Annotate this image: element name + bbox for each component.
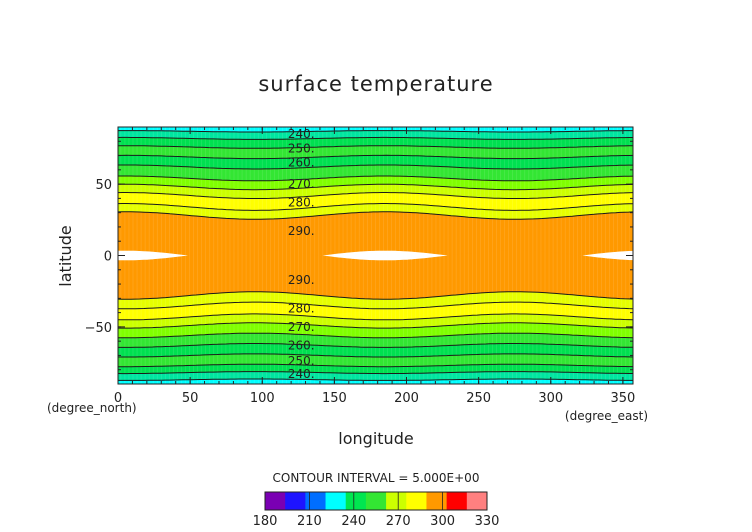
- colorbar-tick-label: 300: [430, 514, 455, 529]
- x-tick-label: 50: [182, 391, 199, 406]
- x-tick-label: 0: [114, 391, 122, 406]
- contour-label: 250.: [288, 354, 315, 368]
- colorbar-swatch: [466, 492, 488, 510]
- y-tick-label: −50: [85, 321, 112, 336]
- colorbar-swatch: [285, 492, 306, 510]
- contour-label: 250.: [288, 141, 315, 155]
- colorbar-tick-label: 330: [475, 514, 500, 529]
- x-tick-label: 300: [538, 391, 563, 406]
- colorbar-swatch: [345, 492, 367, 510]
- colorbar-swatch: [406, 492, 427, 510]
- contour-line: [118, 145, 633, 149]
- bands-group: [118, 127, 633, 384]
- colorbar-swatch: [426, 492, 448, 510]
- contour-line: [118, 203, 633, 211]
- contour-line: [118, 322, 633, 329]
- contour-line: [118, 211, 633, 220]
- y-unit-label: (degree_north): [47, 401, 137, 415]
- x-tick-label: 150: [322, 391, 347, 406]
- contour-interval-text: CONTOUR INTERVAL = 5.000E+00: [273, 471, 480, 485]
- contour-line: [118, 130, 633, 133]
- colorbar-swatch: [305, 492, 327, 510]
- contour-line: [118, 371, 633, 375]
- x-tick-label: 350: [610, 391, 635, 406]
- contour-label: 280.: [288, 196, 315, 210]
- contour-line: [118, 301, 633, 310]
- contour-label: 240.: [288, 127, 315, 141]
- x-axis-label: longitude: [338, 429, 413, 448]
- contour-line: [118, 313, 633, 321]
- y-tick-label: 0: [104, 250, 112, 265]
- colorbar-swatch: [325, 492, 347, 510]
- colorbar-swatch: [386, 492, 407, 510]
- contour-line: [118, 136, 633, 140]
- colorbar-swatch: [365, 492, 387, 510]
- contour-line: [118, 332, 633, 339]
- colorbar-tick-label: 180: [253, 514, 278, 529]
- x-tick-label: 200: [394, 391, 419, 406]
- contour-label: 290.: [288, 224, 315, 238]
- contour-line: [118, 378, 633, 381]
- colorbar-tick-label: 240: [341, 514, 366, 529]
- colorbar-swatch: [265, 492, 286, 510]
- y-axis-label: latitude: [56, 225, 75, 286]
- colorbar: 180 210 240 270 300 330: [253, 491, 500, 529]
- y-tick-label: 50: [95, 178, 112, 193]
- contour-line: [118, 183, 633, 191]
- x-tick-label: 100: [250, 391, 275, 406]
- contour-line: [118, 154, 633, 160]
- contour-label: 260.: [288, 338, 315, 352]
- contour-line: [118, 291, 633, 300]
- contour-label: 280.: [288, 301, 315, 315]
- contour-line: [118, 192, 633, 199]
- contour-line: [118, 175, 633, 182]
- plot-area: 240.250.260.270.280.290.290.280.270.260.…: [118, 127, 633, 384]
- contour-line: [118, 164, 633, 170]
- chart-title: surface temperature: [258, 72, 493, 96]
- contour-line: [118, 343, 633, 348]
- axes: 0 50 100 150 200 250 300 350 50 0 −50: [85, 126, 635, 406]
- contour-label: 270.: [288, 320, 315, 334]
- contour-label: 270.: [288, 177, 315, 191]
- contour-label: 240.: [288, 367, 315, 381]
- colorbar-tick-label: 270: [386, 514, 411, 529]
- contour-label: 290.: [288, 273, 315, 287]
- colorbar-tick-label: 210: [297, 514, 322, 529]
- colorbar-swatch: [446, 492, 468, 510]
- contour-line: [118, 353, 633, 358]
- contour-label: 260.: [288, 156, 315, 170]
- x-unit-label: (degree_east): [565, 409, 648, 423]
- contour-line: [118, 363, 633, 368]
- x-tick-label: 250: [466, 391, 491, 406]
